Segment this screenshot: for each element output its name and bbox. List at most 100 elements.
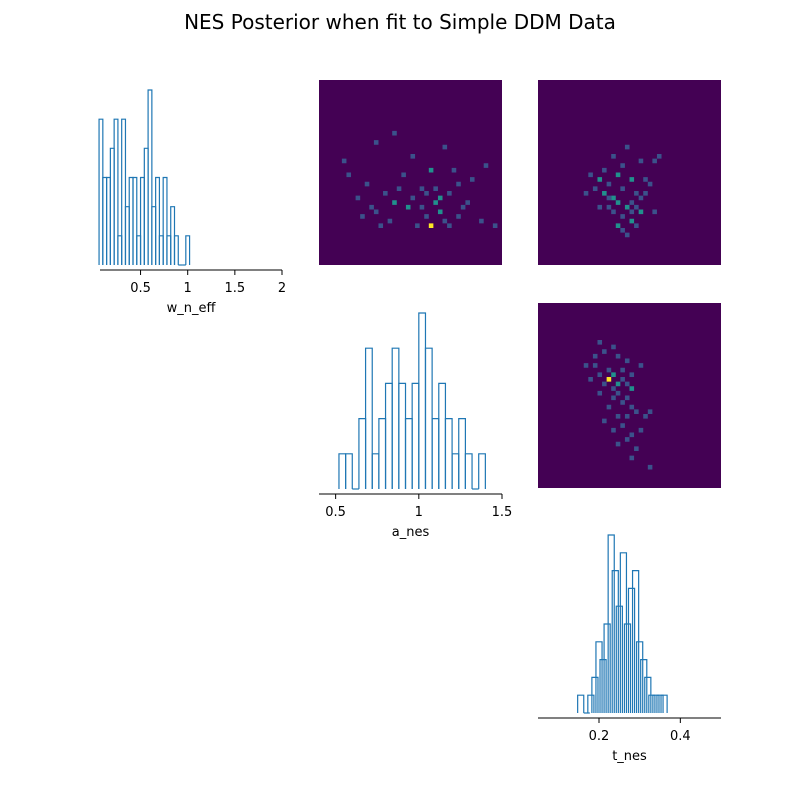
heatmap-cell bbox=[652, 209, 657, 215]
heatmap-cell bbox=[624, 204, 630, 210]
heatmap-cell bbox=[602, 349, 607, 354]
heatmap-cell bbox=[437, 209, 443, 215]
histogram-bin bbox=[113, 118, 119, 265]
heatmap-cell bbox=[629, 404, 635, 410]
heatmap-cell bbox=[647, 464, 653, 470]
histogram-bin bbox=[656, 694, 664, 713]
histogram-bin bbox=[364, 347, 373, 489]
heatmap-cell bbox=[602, 418, 607, 424]
heatmap-cell bbox=[643, 414, 648, 419]
heatmap-cell bbox=[615, 390, 621, 396]
histogram-bin bbox=[431, 418, 440, 489]
heatmap-cell bbox=[433, 186, 438, 191]
histogram-a-nes: 0.5 1 1.5 a_nes bbox=[319, 312, 512, 540]
x-tick-label: 0.5 bbox=[130, 281, 151, 296]
histogram-bin bbox=[424, 347, 433, 489]
heatmap-cell bbox=[602, 191, 607, 196]
histogram-bin bbox=[640, 659, 648, 713]
heatmap-cell bbox=[620, 214, 625, 219]
histogram-bin bbox=[595, 641, 603, 713]
heatmap-cell bbox=[373, 140, 379, 145]
heatmap-cell bbox=[583, 363, 589, 368]
heatmap-cell bbox=[629, 455, 635, 461]
heatmap-cell bbox=[442, 218, 448, 224]
heatmap-cell bbox=[465, 200, 470, 205]
histogram-bin bbox=[660, 694, 668, 713]
heatmap-cell bbox=[588, 377, 593, 382]
heatmap-cell bbox=[419, 204, 425, 210]
heatmap-cell bbox=[624, 358, 630, 364]
histogram-bin bbox=[391, 347, 400, 489]
heatmap-cell bbox=[597, 204, 603, 210]
histogram-bin bbox=[607, 534, 615, 713]
heatmap-cell bbox=[428, 223, 434, 228]
x-axis-label: t_nes bbox=[612, 749, 647, 764]
x-tick-label: 2 bbox=[278, 281, 286, 296]
heatmap-cell bbox=[643, 177, 648, 182]
heatmap-cell bbox=[624, 414, 630, 419]
heatmap-cell bbox=[611, 154, 616, 159]
heatmap-cell bbox=[606, 204, 612, 210]
heatmap-cell bbox=[341, 158, 347, 164]
heatmap-cell bbox=[611, 344, 616, 350]
heatmap-cell bbox=[634, 204, 639, 210]
heatmap-cell bbox=[588, 172, 593, 178]
heatmap-cell bbox=[629, 372, 635, 377]
heatmap-cell bbox=[615, 414, 621, 419]
histogram-bin bbox=[371, 453, 380, 489]
histogram-bin bbox=[599, 659, 607, 713]
histogram-bin bbox=[185, 235, 191, 265]
histogram-bin bbox=[577, 694, 585, 713]
heatmap-cell bbox=[401, 172, 406, 178]
heatmap-cell bbox=[620, 186, 625, 191]
heatmap-cell bbox=[615, 200, 621, 205]
heatmap-cell bbox=[629, 218, 635, 224]
heatmap-cell bbox=[647, 409, 653, 414]
heatmap-w-n-eff-vs-a-nes bbox=[319, 80, 502, 265]
x-axis-label: w_n_eff bbox=[167, 301, 217, 316]
heatmap-cell bbox=[602, 167, 607, 173]
heatmap-cell bbox=[410, 195, 416, 201]
heatmap-cell bbox=[405, 204, 411, 210]
histogram-bin bbox=[398, 382, 407, 489]
histogram-bin bbox=[147, 89, 153, 265]
heatmap-cell bbox=[615, 223, 621, 228]
heatmap-cell bbox=[647, 181, 653, 187]
histogram-bin bbox=[378, 418, 387, 489]
histogram-w-n-eff: 0.5 1 1.5 2 w_n_eff bbox=[98, 89, 286, 316]
heatmap-cell bbox=[611, 209, 616, 215]
heatmap-cell bbox=[602, 381, 607, 387]
histogram-bin bbox=[162, 176, 168, 265]
heatmap-cell bbox=[634, 223, 639, 228]
heatmap-cell bbox=[364, 181, 370, 187]
figure-title: NES Posterior when fit to Simple DDM Dat… bbox=[184, 10, 616, 34]
heatmap-cell bbox=[624, 232, 630, 238]
heatmap-cell bbox=[346, 172, 352, 178]
heatmap-cell bbox=[456, 181, 461, 187]
heatmap-cell bbox=[629, 386, 635, 391]
histogram-bin bbox=[173, 235, 179, 265]
histogram-t-nes: 0.2 0.4 t_nes bbox=[538, 534, 721, 764]
heatmap-cell bbox=[396, 186, 402, 191]
heatmap-cell bbox=[410, 154, 416, 159]
heatmap-cell bbox=[606, 367, 612, 373]
histogram-bin bbox=[611, 570, 619, 713]
heatmap-cell bbox=[629, 200, 635, 205]
heatmap-cell bbox=[634, 409, 639, 414]
histogram-bin bbox=[458, 418, 466, 489]
histogram-bin bbox=[652, 694, 660, 713]
x-tick-label: 1 bbox=[415, 505, 423, 520]
heatmap-cell bbox=[460, 204, 466, 210]
heatmap-cell bbox=[369, 204, 374, 210]
heatmap-cell bbox=[592, 186, 598, 191]
heatmap-cell bbox=[615, 381, 621, 387]
heatmap-cell bbox=[638, 158, 644, 164]
histogram-bin bbox=[411, 382, 420, 489]
heatmap-cell bbox=[629, 209, 635, 215]
heatmap-cell bbox=[447, 191, 452, 196]
heatmap-a-nes-vs-t-nes bbox=[538, 303, 721, 488]
histogram-bin bbox=[384, 382, 393, 489]
histogram-bin bbox=[587, 694, 595, 713]
heatmap-cell bbox=[611, 386, 616, 391]
